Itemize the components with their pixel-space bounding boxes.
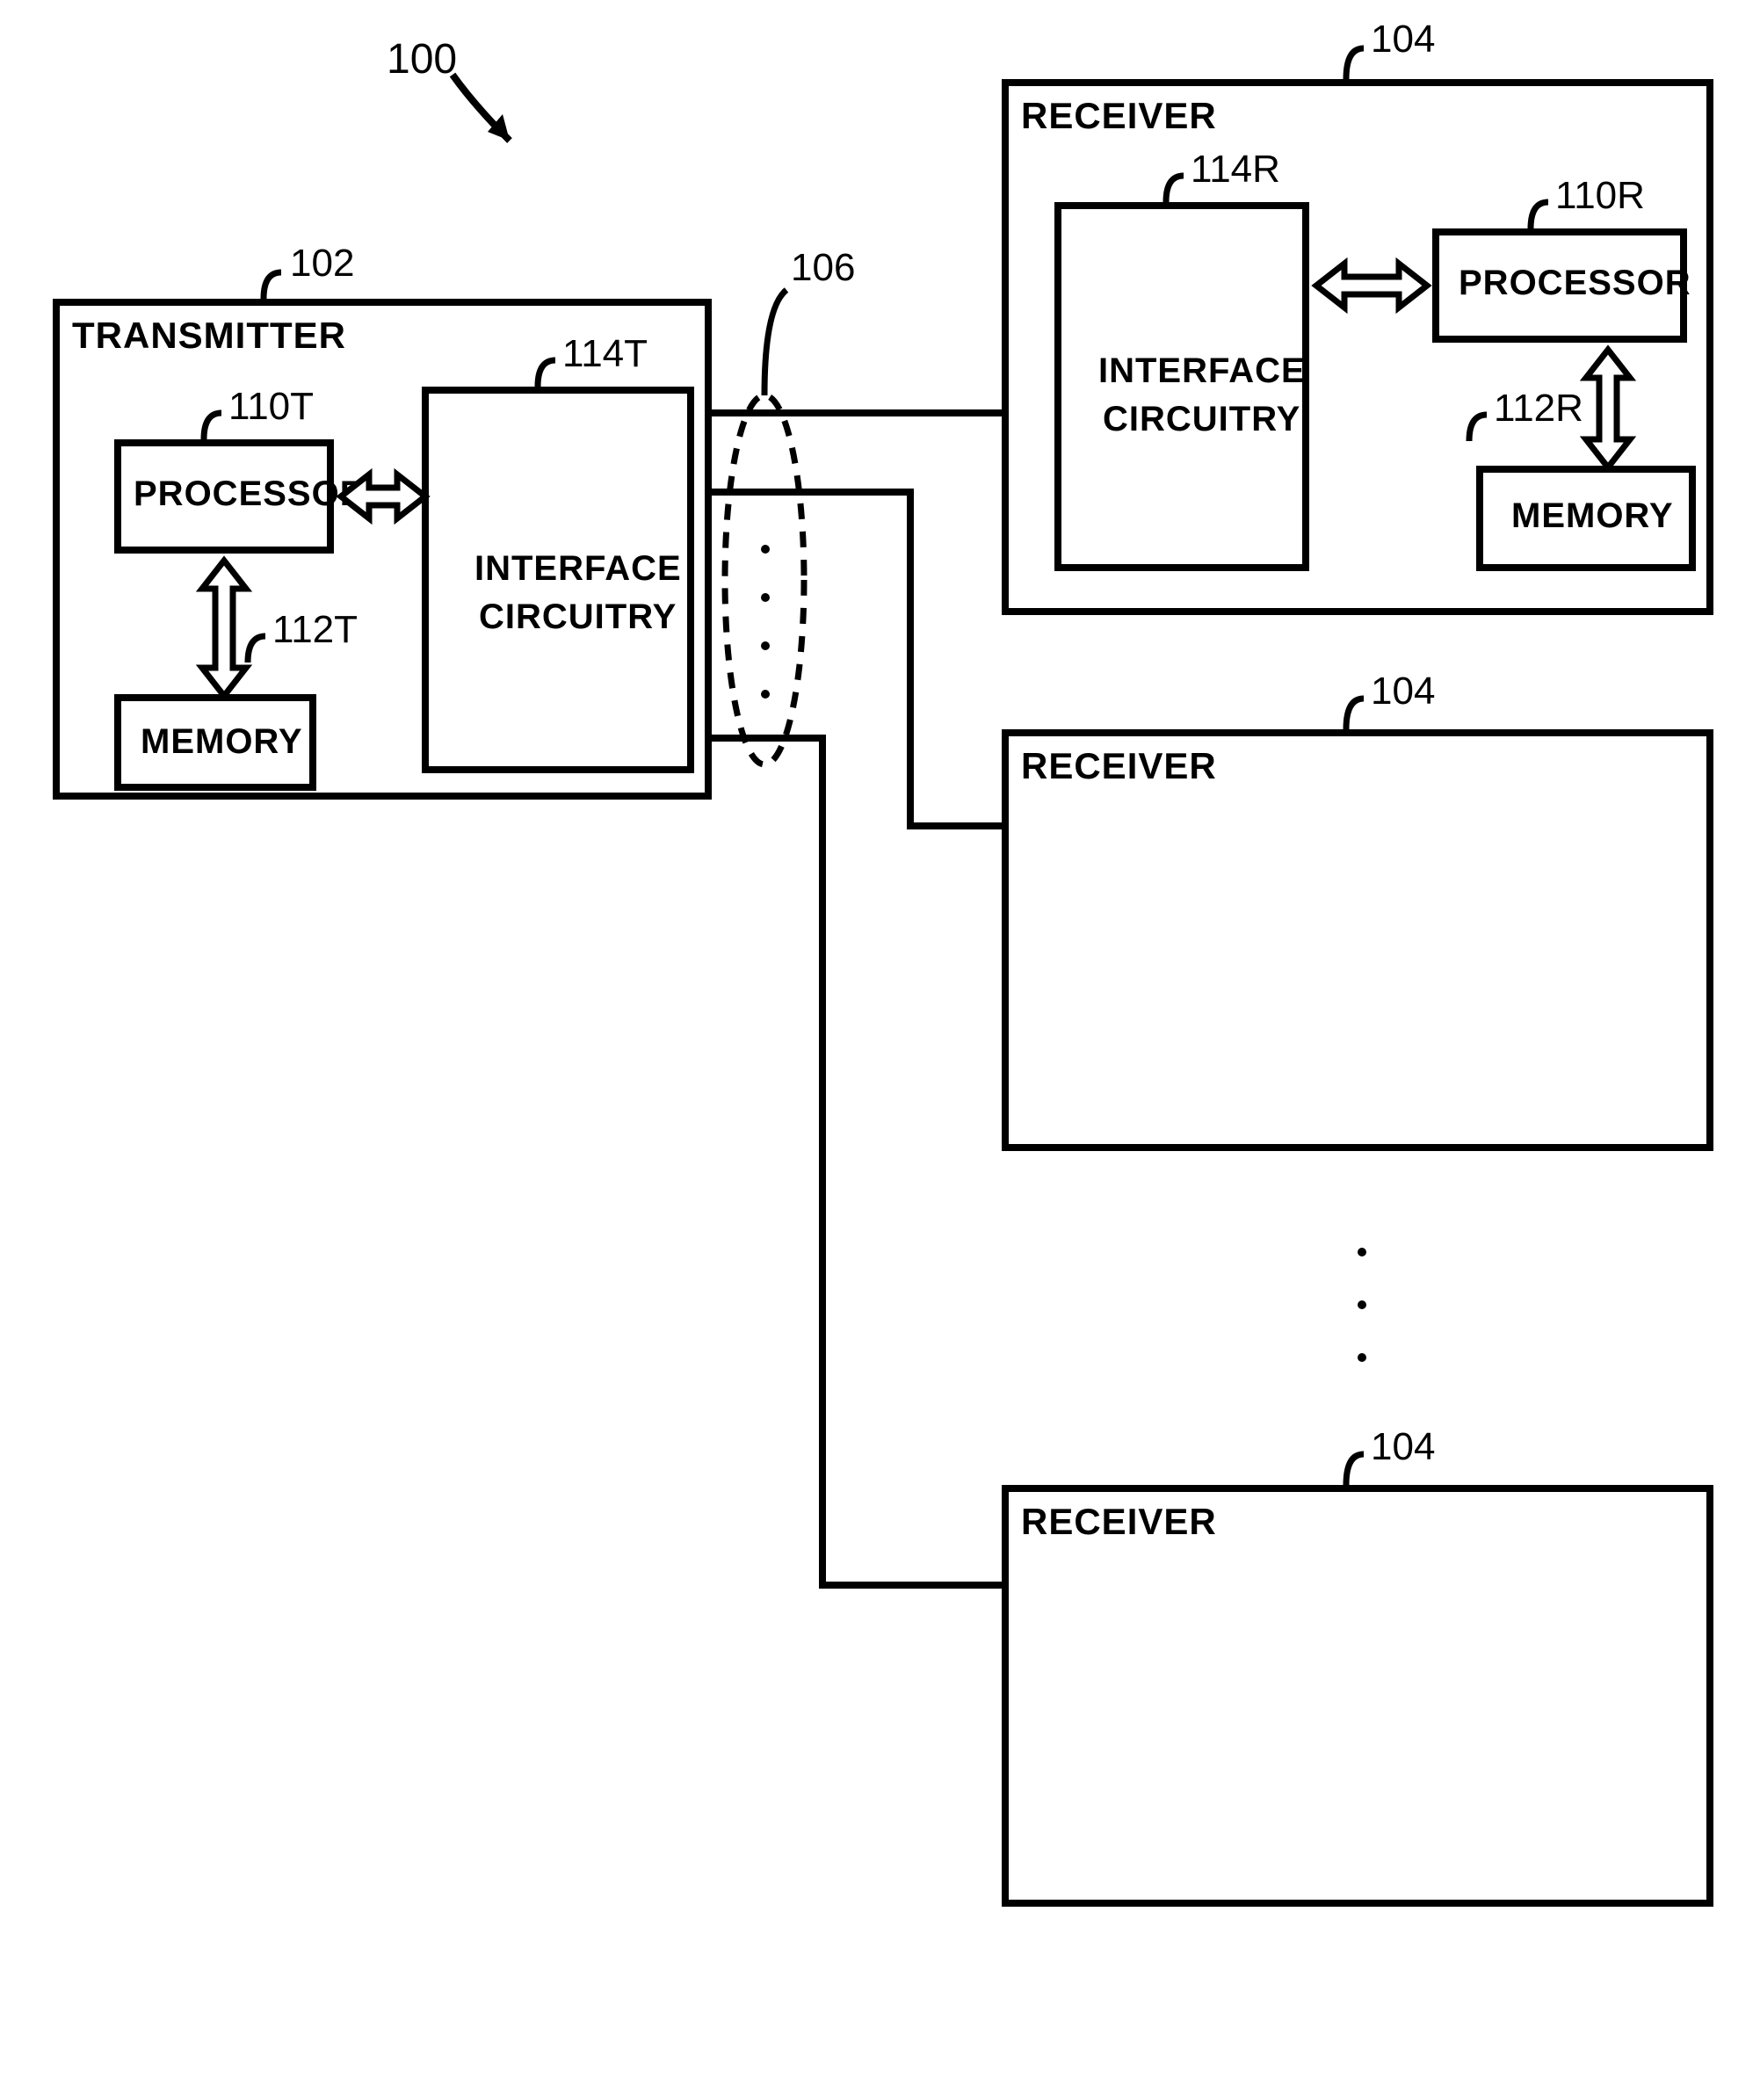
receiver1-title: RECEIVER: [1021, 95, 1217, 137]
diagram-canvas: 100 TRANSMITTER 102 PROCESSOR 110T MEMOR…: [0, 0, 1760, 2100]
receiver1-ref: 104: [1371, 18, 1435, 62]
receiver3-title: RECEIVER: [1021, 1501, 1217, 1543]
r1-memory-ref: 112R: [1494, 387, 1583, 431]
bus-to-r3-h1: [712, 735, 826, 742]
transmitter-title: TRANSMITTER: [72, 315, 346, 357]
tx-processor-label: PROCESSOR: [134, 474, 366, 514]
tx-memory-label: MEMORY: [141, 722, 303, 762]
ellipsis-dot: [1358, 1300, 1366, 1309]
tx-interface-label2: CIRCUITRY: [479, 597, 677, 637]
bus-to-r2-h1: [712, 489, 914, 496]
receiver3-ref: 104: [1371, 1425, 1435, 1469]
r1-memory-label: MEMORY: [1511, 496, 1674, 536]
receiver2-title: RECEIVER: [1021, 745, 1217, 787]
receiver2-box: [1002, 729, 1713, 1151]
tx-interface-ref: 114T: [562, 332, 648, 376]
bus-to-r2-h2: [907, 822, 1002, 829]
tx-interface-label1: INTERFACE: [474, 549, 682, 589]
tx-processor-ref: 110T: [228, 385, 314, 429]
ellipsis-dot: [1358, 1248, 1366, 1256]
transmitter-ref: 102: [290, 242, 354, 286]
receiver3-box: [1002, 1485, 1713, 1907]
bus-to-r1: [712, 409, 1002, 416]
r1-interface-label2: CIRCUITRY: [1103, 400, 1300, 439]
r1-processor-label: PROCESSOR: [1459, 264, 1691, 303]
receiver2-ref: 104: [1371, 670, 1435, 713]
bus-to-r2-v: [907, 489, 914, 829]
r1-interface-ref: 114R: [1191, 148, 1280, 192]
bus-to-r3-v: [819, 735, 826, 1589]
bus-ellipsis-dot: [761, 593, 770, 602]
ellipsis-dot: [1358, 1353, 1366, 1362]
bus-ellipsis-dot: [761, 690, 770, 699]
bus-ref: 106: [791, 246, 855, 290]
r1-interface-label1: INTERFACE: [1098, 351, 1306, 391]
bus-ellipsis-dot: [761, 545, 770, 554]
tx-memory-ref: 112T: [272, 608, 358, 652]
system-ref: 100: [387, 35, 457, 83]
bus-to-r3-h2: [819, 1582, 1002, 1589]
r1-processor-ref: 110R: [1555, 174, 1645, 218]
bus-ellipsis-dot: [761, 641, 770, 650]
